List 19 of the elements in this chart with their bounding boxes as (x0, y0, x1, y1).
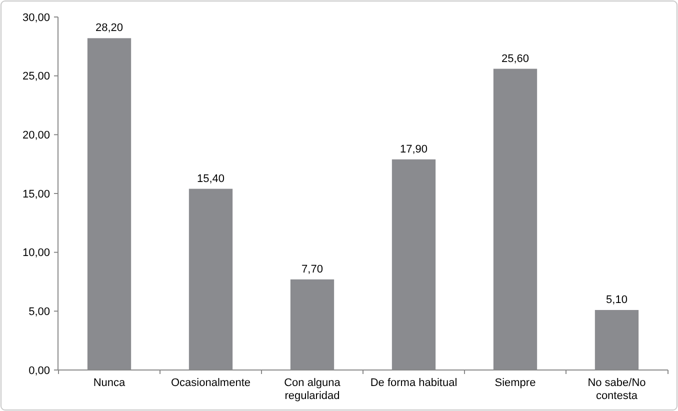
x-tick-label: Con alguna regularidad (284, 377, 342, 402)
y-tick-label: 5,00 (28, 306, 50, 318)
data-label: 7,70 (302, 263, 323, 276)
data-label: 15,40 (196, 172, 225, 185)
y-tick-label: 10,00 (22, 247, 50, 260)
data-label: 17,90 (400, 143, 428, 156)
y-tick-label: 20,00 (22, 130, 50, 142)
y-tick-label: 25,00 (22, 70, 50, 83)
data-label: 28,20 (95, 22, 124, 34)
data-label: 5,10 (606, 294, 628, 306)
x-tick-label: De forma habitual (370, 377, 458, 389)
x-tick-label: Nunca (93, 377, 126, 389)
x-tick-label: Ocasionalmente (171, 377, 251, 389)
data-label: 25,60 (501, 52, 530, 65)
y-tick-label: 15,00 (22, 188, 50, 200)
x-tick-label: Siempre (494, 377, 536, 389)
y-tick-label: 0,00 (28, 364, 50, 377)
y-tick-label: 30,00 (22, 12, 50, 24)
x-tick-label: No sabe/No contesta (588, 377, 646, 402)
